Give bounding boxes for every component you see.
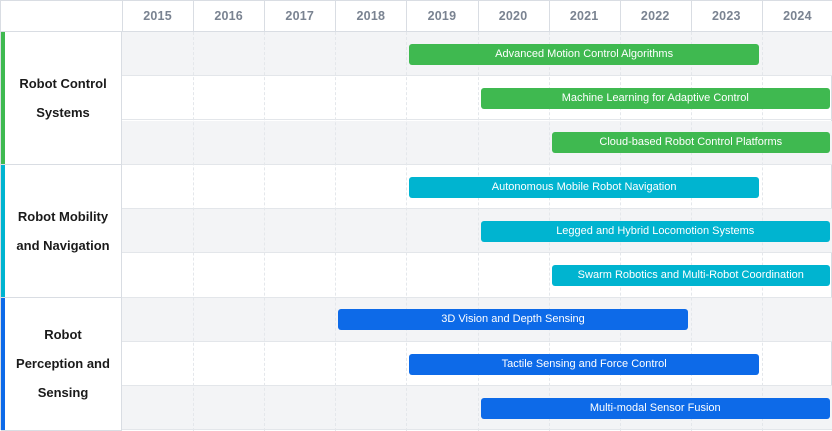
- year-gridline: [264, 32, 265, 431]
- group-color-accent: [1, 165, 5, 297]
- group-label: Robot Mobility and Navigation: [1, 202, 121, 260]
- year-gridline: [193, 32, 194, 431]
- year-tick-label: 2021: [549, 1, 620, 32]
- year-gridline: [406, 32, 407, 431]
- year-header-row: 2015201620172018201920202021202220232024: [1, 1, 832, 32]
- group-label-cell: Robot Perception and Sensing: [1, 298, 122, 431]
- header-column-divider: [620, 1, 621, 32]
- task-bar: Tactile Sensing and Force Control: [409, 354, 759, 375]
- header-column-divider: [762, 1, 763, 32]
- year-tick-label: 2015: [122, 1, 193, 32]
- year-gridline: [335, 32, 336, 431]
- header-column-divider: [264, 1, 265, 32]
- task-bar: Autonomous Mobile Robot Navigation: [409, 177, 759, 198]
- header-column-divider: [335, 1, 336, 32]
- header-column-divider: [478, 1, 479, 32]
- task-bar: Advanced Motion Control Algorithms: [409, 44, 759, 65]
- group-label-cell: Robot Control Systems: [1, 32, 122, 165]
- task-bar: Multi-modal Sensor Fusion: [481, 398, 831, 419]
- group-color-accent: [1, 32, 5, 164]
- year-tick-label: 2024: [762, 1, 832, 32]
- group-label-cell: Robot Mobility and Navigation: [1, 165, 122, 298]
- task-bar: Swarm Robotics and Multi-Robot Coordinat…: [552, 265, 830, 286]
- header-column-divider: [122, 1, 123, 32]
- year-tick-label: 2018: [335, 1, 406, 32]
- year-tick-label: 2023: [691, 1, 762, 32]
- year-tick-label: 2022: [620, 1, 691, 32]
- header-column-divider: [193, 1, 194, 32]
- header-column-divider: [406, 1, 407, 32]
- task-bar: Machine Learning for Adaptive Control: [481, 88, 831, 109]
- year-tick-label: 2019: [406, 1, 477, 32]
- year-tick-label: 2020: [478, 1, 549, 32]
- year-tick-label: 2016: [193, 1, 264, 32]
- task-bar: 3D Vision and Depth Sensing: [338, 309, 688, 330]
- header-column-divider: [549, 1, 550, 32]
- task-bar: Cloud-based Robot Control Platforms: [552, 132, 830, 153]
- task-bar: Legged and Hybrid Locomotion Systems: [481, 221, 831, 242]
- header-column-divider: [691, 1, 692, 32]
- group-label: Robot Perception and Sensing: [1, 320, 121, 407]
- year-tick-label: 2017: [264, 1, 335, 32]
- group-color-accent: [1, 298, 5, 430]
- group-label: Robot Control Systems: [1, 69, 121, 127]
